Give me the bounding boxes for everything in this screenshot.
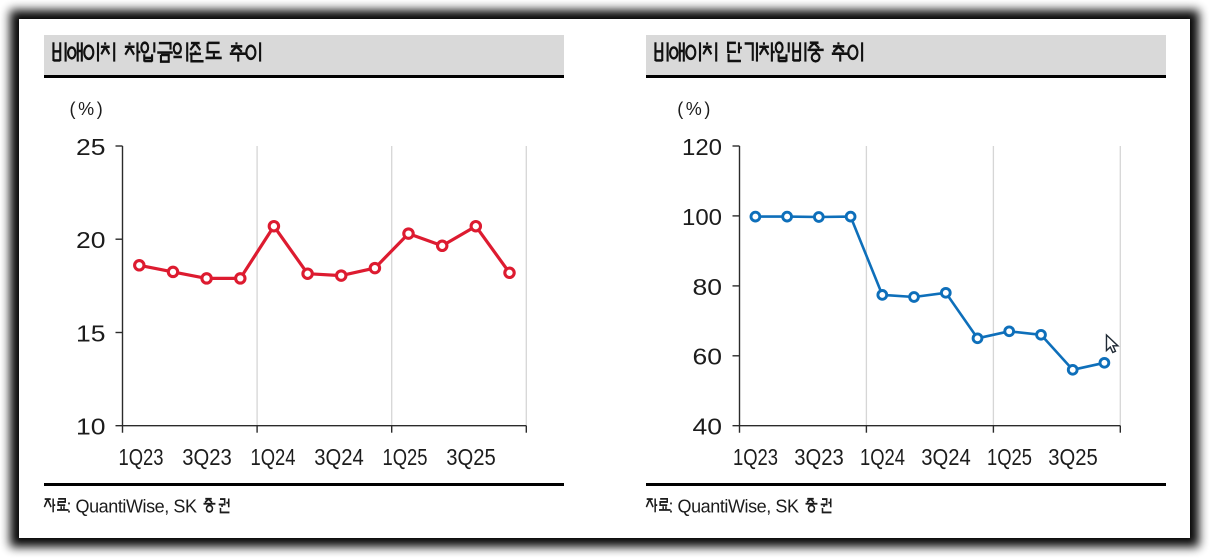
svg-text:3Q24: 3Q24: [314, 444, 364, 470]
svg-text:3Q23: 3Q23: [182, 444, 232, 470]
svg-text:1Q23: 1Q23: [733, 444, 778, 470]
svg-text:1Q24: 1Q24: [251, 444, 296, 470]
svg-text:60: 60: [693, 344, 723, 370]
svg-text:120: 120: [682, 134, 722, 160]
svg-text:QuantiWise, SK: QuantiWise, SK: [76, 497, 198, 517]
svg-text:1Q25: 1Q25: [987, 444, 1032, 470]
svg-text:3Q25: 3Q25: [446, 444, 496, 470]
svg-text:1Q24: 1Q24: [860, 444, 905, 470]
svg-text:100: 100: [682, 204, 722, 230]
svg-text:3Q25: 3Q25: [1048, 444, 1098, 470]
svg-text:(%): (%): [677, 99, 713, 119]
svg-text:3Q23: 3Q23: [794, 444, 844, 470]
svg-text:1Q25: 1Q25: [383, 444, 428, 470]
svg-text:20: 20: [76, 227, 106, 253]
svg-text:15: 15: [76, 320, 106, 346]
svg-text::: :: [67, 497, 72, 517]
svg-text:40: 40: [693, 414, 723, 440]
svg-text:25: 25: [76, 134, 106, 160]
svg-text:QuantiWise, SK: QuantiWise, SK: [678, 497, 800, 517]
svg-text:3Q24: 3Q24: [921, 444, 971, 470]
svg-text::: :: [669, 497, 674, 517]
svg-text:10: 10: [76, 414, 106, 440]
svg-text:(%): (%): [70, 99, 106, 119]
svg-text:80: 80: [693, 274, 723, 300]
svg-text:1Q23: 1Q23: [119, 444, 164, 470]
